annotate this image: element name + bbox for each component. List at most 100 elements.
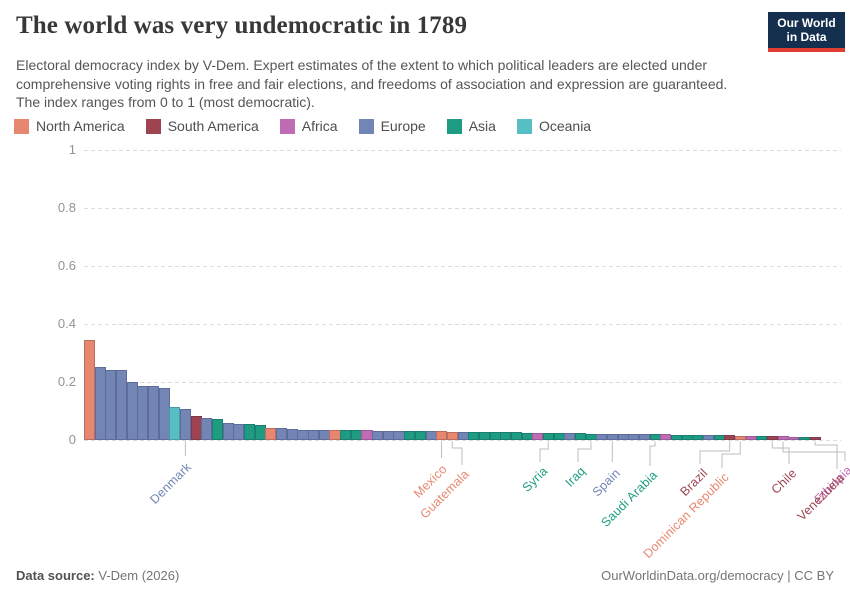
bar[interactable] — [681, 434, 693, 440]
legend-label: North America — [36, 118, 125, 134]
legend-swatch-africa — [279, 118, 295, 134]
bar[interactable] — [478, 432, 490, 440]
bar[interactable] — [799, 436, 811, 440]
bar[interactable] — [94, 366, 106, 440]
bar[interactable] — [425, 431, 437, 440]
gridline-1 — [84, 150, 841, 151]
bar[interactable] — [276, 428, 288, 440]
bar[interactable] — [500, 432, 512, 440]
bar[interactable] — [158, 387, 170, 440]
bar-spain[interactable] — [606, 433, 618, 440]
bar[interactable] — [713, 435, 725, 440]
legend-label: Europe — [380, 118, 426, 134]
bar[interactable] — [702, 435, 715, 440]
bar[interactable] — [489, 432, 501, 440]
bar[interactable] — [553, 433, 565, 440]
bar[interactable] — [510, 432, 522, 440]
leader-line-guatemala — [451, 441, 463, 465]
bar[interactable] — [350, 430, 362, 440]
bar[interactable] — [670, 434, 683, 440]
bar[interactable] — [148, 386, 160, 440]
legend-item-south-america[interactable]: South America — [145, 118, 259, 134]
bar-guatemala[interactable] — [446, 431, 458, 440]
bar[interactable] — [788, 436, 800, 440]
bar[interactable] — [660, 434, 672, 440]
bar[interactable] — [596, 433, 608, 440]
gridline-0.8 — [84, 208, 841, 209]
bar[interactable] — [286, 428, 298, 440]
bar-iraq[interactable] — [585, 433, 597, 440]
footer-credit-link[interactable]: OurWorldinData.org/democracy | CC BY — [601, 568, 834, 583]
leader-line-saudi-arabia — [649, 441, 656, 466]
owid-logo-line2: in Data — [786, 30, 827, 44]
bar[interactable] — [126, 382, 138, 440]
legend-swatch-south-america — [145, 118, 161, 134]
bar[interactable] — [201, 418, 213, 440]
bar[interactable] — [628, 434, 640, 440]
bar[interactable] — [105, 369, 117, 440]
bar[interactable] — [521, 432, 533, 440]
bar[interactable] — [372, 430, 384, 440]
bar-chile[interactable] — [767, 436, 779, 440]
bar[interactable] — [116, 370, 128, 440]
bar[interactable] — [265, 427, 277, 440]
bar[interactable] — [393, 431, 405, 440]
bar-syria[interactable] — [542, 433, 554, 440]
data-source: Data source: V-Dem (2026) — [16, 568, 179, 583]
leader-line-venezuela — [814, 441, 838, 469]
bar[interactable] — [532, 432, 544, 440]
legend-swatch-north-america — [14, 118, 29, 134]
legend-item-europe[interactable]: Europe — [358, 118, 426, 134]
legend-label: Asia — [468, 118, 496, 134]
legend-label: Oceania — [538, 118, 592, 134]
gridline-0.2 — [84, 382, 841, 383]
bar-mexico[interactable] — [436, 431, 448, 440]
legend-swatch-oceania — [516, 118, 532, 134]
legend-item-africa[interactable]: Africa — [279, 118, 338, 134]
y-tick-label-0.4: 0.4 — [57, 316, 76, 331]
bar[interactable] — [190, 416, 202, 440]
bar-saudi-arabia[interactable] — [649, 434, 661, 440]
bar[interactable] — [254, 424, 266, 440]
bar[interactable] — [244, 424, 256, 440]
bar[interactable] — [137, 386, 149, 440]
bar[interactable] — [404, 431, 416, 440]
bar-ethiopia[interactable] — [777, 436, 789, 440]
legend-label: Africa — [301, 118, 338, 134]
bar-denmark[interactable] — [180, 409, 192, 440]
owid-logo[interactable]: Our World in Data — [768, 12, 845, 52]
legend-item-north-america[interactable]: North America — [14, 118, 125, 134]
bar[interactable] — [84, 339, 96, 440]
bar[interactable] — [222, 423, 234, 440]
bar[interactable] — [756, 435, 768, 440]
leader-line-chile — [771, 441, 790, 464]
bar[interactable] — [329, 430, 341, 440]
bar[interactable] — [564, 433, 576, 440]
bar[interactable] — [468, 431, 480, 440]
bar[interactable] — [574, 433, 586, 440]
bar[interactable] — [212, 418, 224, 440]
bar-dominican-republic[interactable] — [734, 435, 747, 440]
bar[interactable] — [745, 435, 757, 440]
bar[interactable] — [361, 430, 373, 440]
bar[interactable] — [297, 429, 309, 440]
bar[interactable] — [457, 431, 469, 440]
bar[interactable] — [382, 430, 394, 440]
bar[interactable] — [318, 429, 330, 440]
legend-item-oceania[interactable]: Oceania — [516, 118, 592, 134]
legend-item-asia[interactable]: Asia — [446, 118, 496, 134]
x-label-chile: Chile — [768, 466, 799, 497]
bar-venezuela[interactable] — [809, 437, 821, 440]
chart-subtitle: Electoral democracy index by V-Dem. Expe… — [16, 57, 728, 110]
bar[interactable] — [169, 406, 181, 440]
bar[interactable] — [340, 430, 352, 440]
bar[interactable] — [414, 431, 426, 440]
bar[interactable] — [692, 435, 704, 440]
bar[interactable] — [308, 429, 320, 440]
y-tick-label-0.8: 0.8 — [57, 200, 76, 215]
bar[interactable] — [638, 434, 650, 440]
bar-brazil[interactable] — [724, 435, 736, 440]
bar[interactable] — [233, 423, 245, 440]
bar[interactable] — [617, 433, 629, 440]
